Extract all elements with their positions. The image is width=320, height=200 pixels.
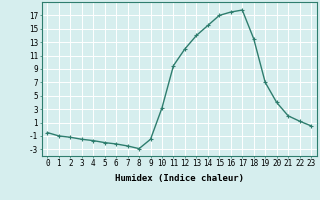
X-axis label: Humidex (Indice chaleur): Humidex (Indice chaleur) (115, 174, 244, 183)
